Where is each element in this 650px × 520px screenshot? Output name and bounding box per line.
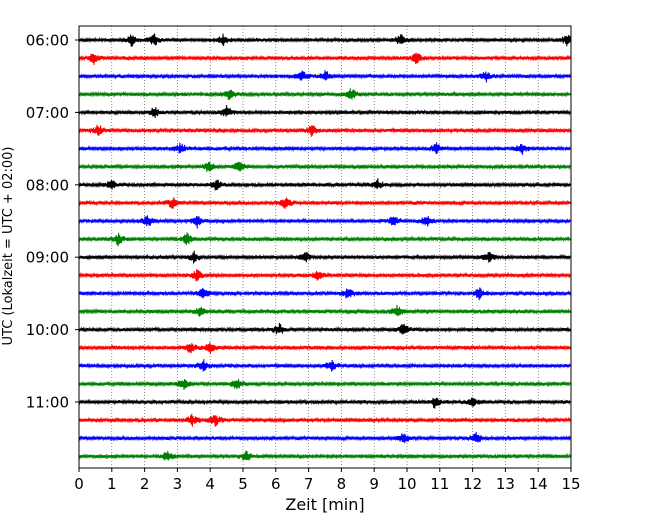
x-tick-label: 0 (74, 475, 84, 493)
trace-1015 (78, 342, 571, 355)
y-axis-label: UTC (Lokalzeit = UTC + 02:00) (1, 147, 16, 346)
x-axis-label: Zeit [min] (285, 495, 364, 514)
trace-0815 (78, 197, 571, 209)
x-tick-label: 1 (107, 475, 117, 493)
x-tick-label: 4 (205, 475, 215, 493)
x-tick-label: 2 (140, 475, 150, 493)
x-tick-label: 10 (397, 475, 416, 493)
y-tick-label: 07:00 (26, 104, 69, 122)
x-tick-label: 8 (337, 475, 347, 493)
trace-1145 (78, 450, 571, 461)
trace-0715 (78, 124, 571, 137)
trace-0800 (78, 178, 571, 191)
y-tick-label: 08:00 (26, 176, 69, 194)
x-tick-label: 13 (496, 475, 515, 493)
y-tick-label: 10:00 (26, 321, 69, 339)
y-tick-label: 06:00 (26, 32, 69, 50)
trace-0915 (78, 269, 571, 282)
trace-0945 (78, 304, 571, 317)
x-tick-label: 7 (304, 475, 314, 493)
x-tick-label: 6 (271, 475, 281, 493)
trace-0830 (78, 215, 571, 229)
x-tick-label: 3 (173, 475, 183, 493)
trace-0900 (78, 250, 571, 264)
trace-0600 (78, 33, 571, 47)
trace-0615 (78, 52, 571, 65)
x-tick-label: 14 (529, 475, 548, 493)
trace-0700 (78, 105, 571, 119)
trace-0845 (78, 232, 571, 247)
trace-0930 (78, 287, 571, 301)
x-tick-label: 9 (369, 475, 379, 493)
trace-1045 (78, 378, 571, 391)
trace-0730 (78, 142, 571, 155)
seismic-traces (78, 33, 571, 461)
plot-frame (78, 25, 572, 469)
trace-1000 (78, 323, 571, 335)
trace-0645 (78, 88, 571, 101)
trace-1100 (78, 397, 571, 409)
x-axis-ticks: 0 1 2 3 4 5 6 7 8 9 10 11 12 13 14 15 (74, 468, 581, 493)
trace-1130 (78, 431, 571, 444)
y-axis-ticks: 06:00 07:00 08:00 09:00 10:00 11:00 (26, 32, 79, 412)
y-tick-label: 09:00 (26, 249, 69, 267)
trace-0745 (78, 161, 571, 172)
x-tick-label: 11 (430, 475, 449, 493)
trace-0630 (78, 70, 571, 83)
x-tick-label: 15 (561, 475, 580, 493)
trace-1030 (78, 359, 571, 372)
x-tick-label: 12 (463, 475, 482, 493)
x-tick-label: 5 (238, 475, 248, 493)
trace-1115 (78, 413, 571, 427)
y-tick-label: 11:00 (26, 394, 69, 412)
